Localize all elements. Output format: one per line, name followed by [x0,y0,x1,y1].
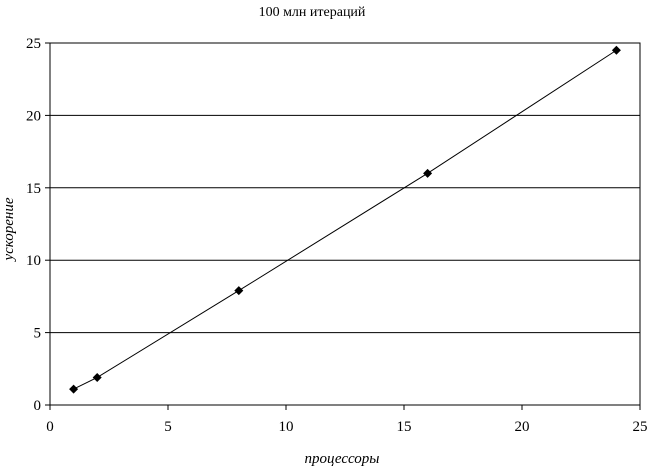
y-tick-label: 25 [26,36,41,52]
plot-area: 0 5 10 15 20 25 0 5 10 15 20 25 [26,36,648,435]
series-markers [69,45,621,394]
chart-title: 100 млн итераций [259,5,366,20]
data-point-marker [234,286,244,296]
y-axis-title: ускорение [1,197,17,262]
x-tick-label: 25 [633,419,648,435]
data-point-marker [69,384,79,394]
data-point-marker [611,45,621,55]
plot-frame [49,42,641,406]
y-tick-label: 0 [34,398,42,414]
y-tick-label: 5 [34,326,42,342]
series-line [73,49,617,390]
gridlines [50,114,640,334]
x-tick-label: 0 [46,419,54,435]
x-tick-label: 10 [279,419,294,435]
x-axis-ticks: 0 5 10 15 20 25 [46,405,648,435]
data-point-marker [423,168,433,178]
x-axis-title: процессоры [305,451,380,467]
x-tick-label: 15 [397,419,412,435]
x-tick-label: 20 [515,419,530,435]
data-point-marker [92,372,102,382]
series-line-group [73,49,617,390]
y-tick-label: 15 [26,181,41,197]
y-tick-label: 20 [26,108,41,124]
x-tick-label: 5 [164,419,172,435]
y-tick-label: 10 [26,253,41,269]
y-axis-ticks: 0 5 10 15 20 25 [26,36,50,414]
